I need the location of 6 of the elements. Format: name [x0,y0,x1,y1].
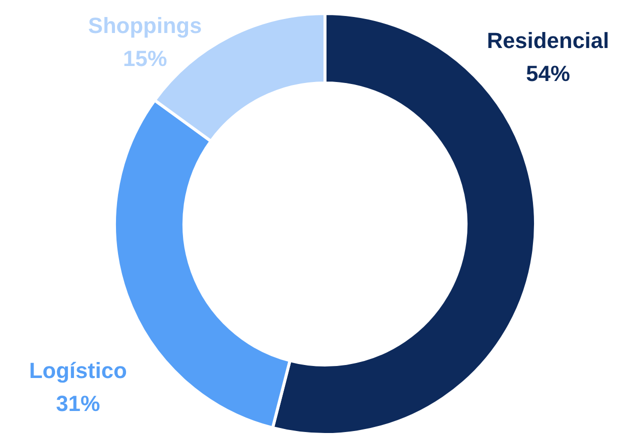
slice-label: Shoppings [88,13,202,38]
data-label: 15% [122,46,168,72]
data-label: 31% [56,391,100,416]
slice-label: Logístico [29,358,127,384]
slice-label: Residencial [486,28,610,54]
data-label: 54% [526,61,570,86]
